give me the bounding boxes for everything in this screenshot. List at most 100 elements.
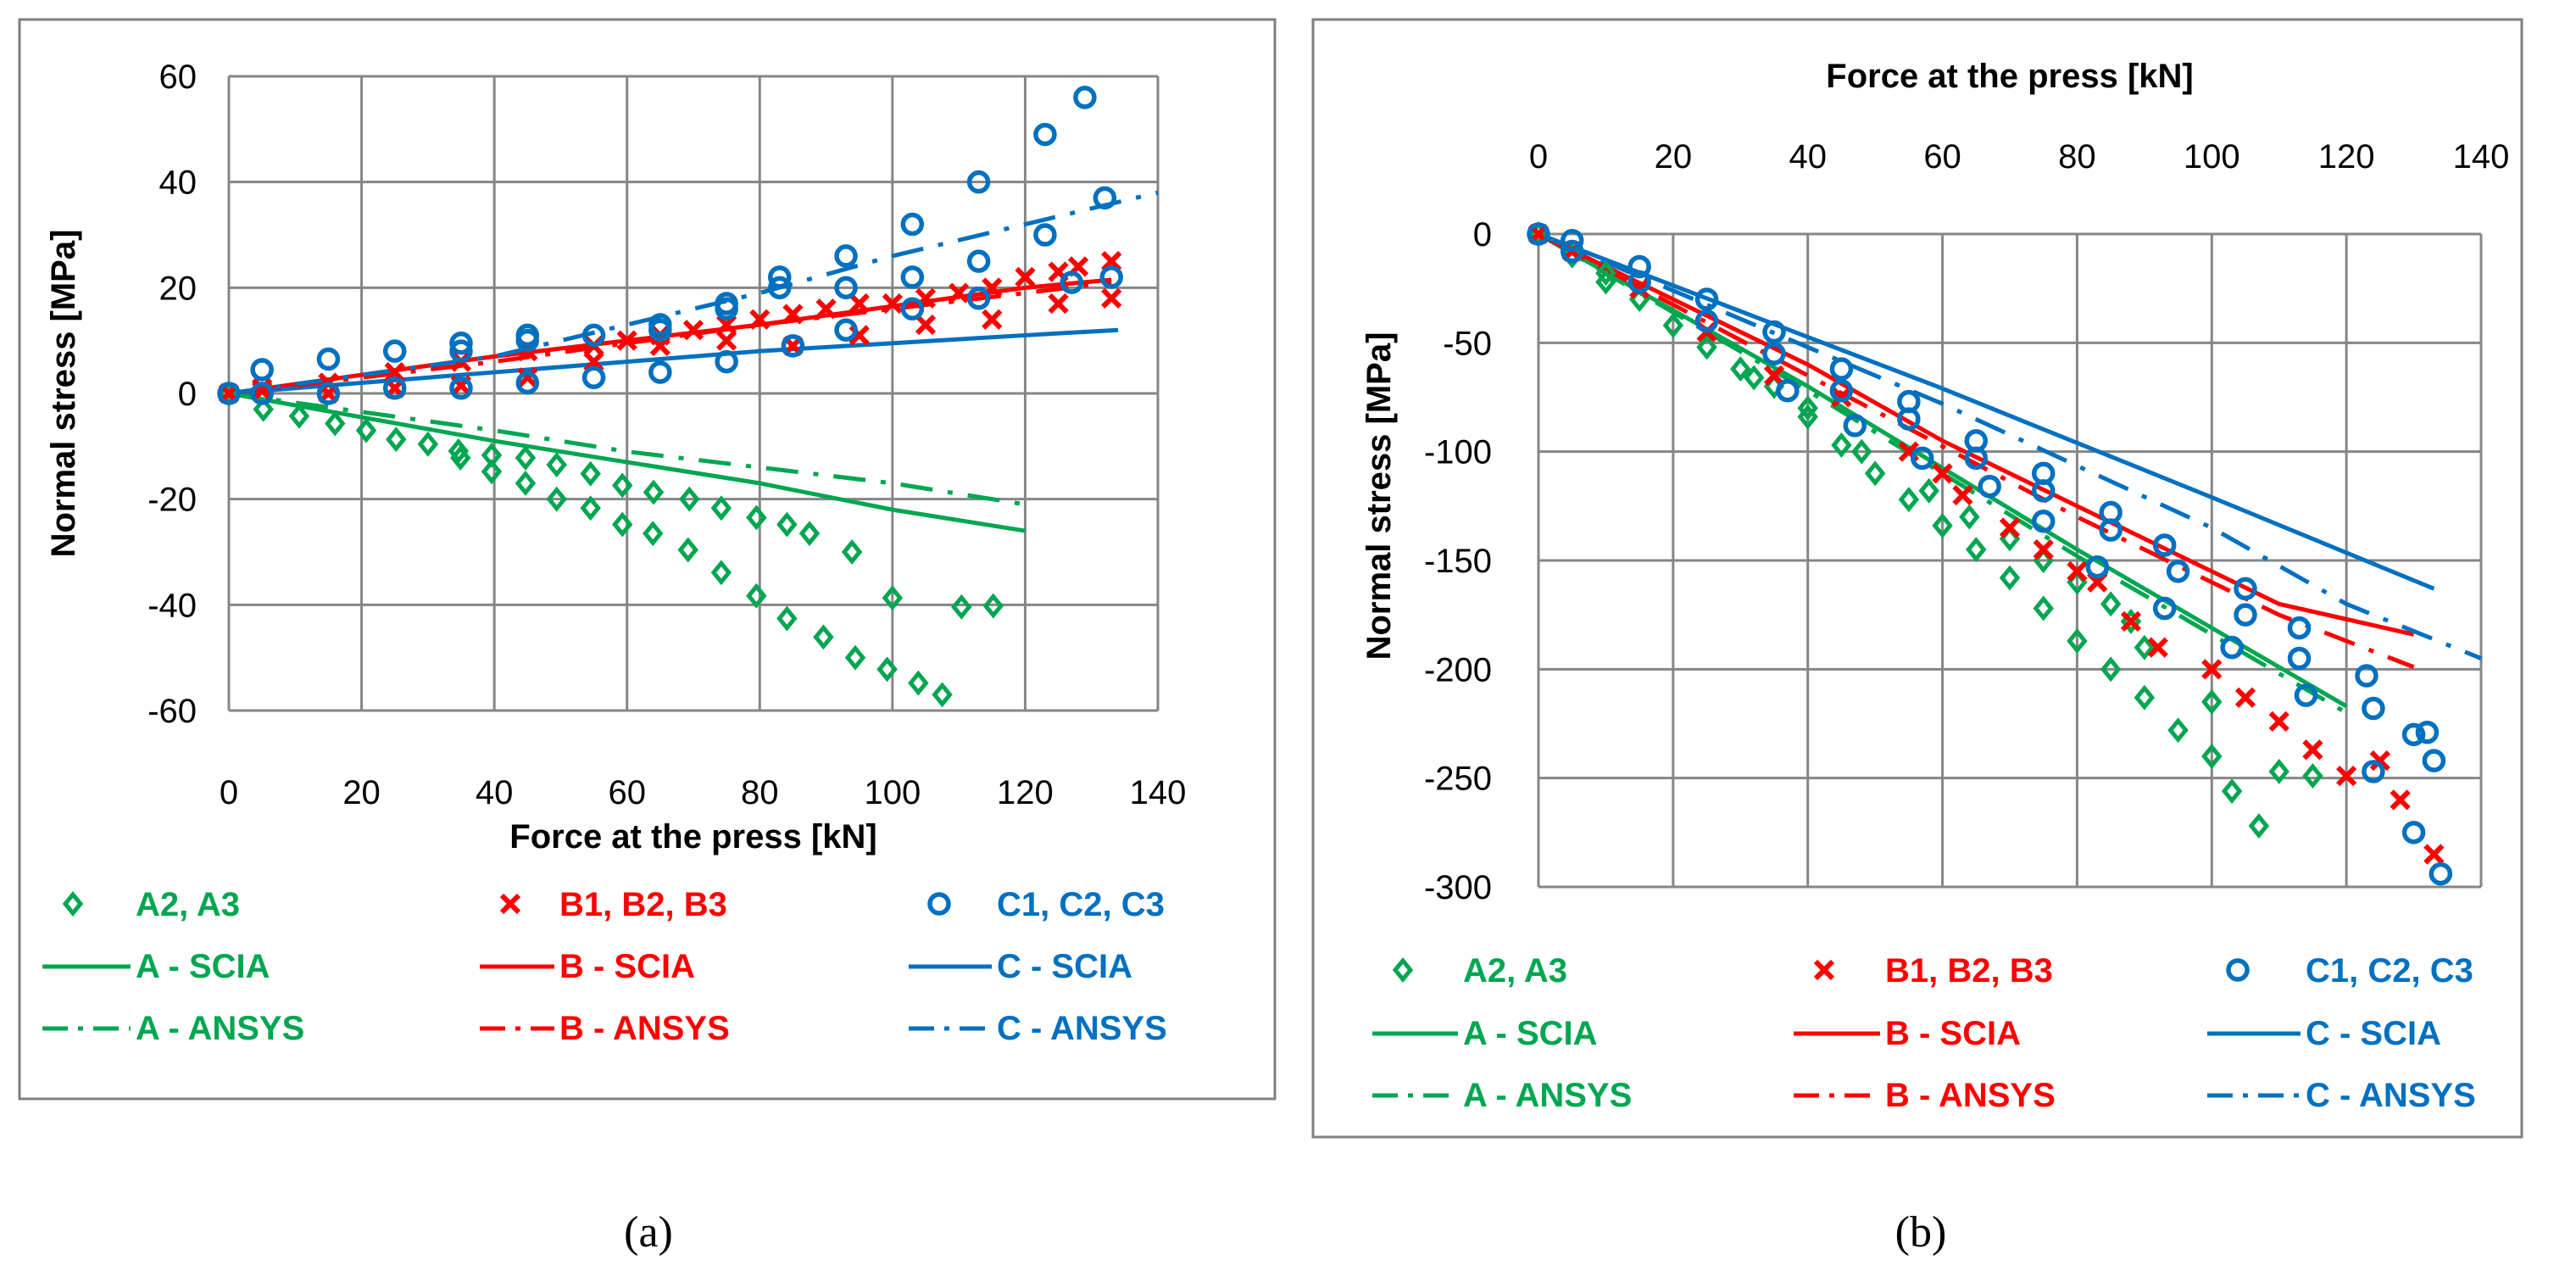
data-point — [798, 521, 821, 547]
legend-marker-cross — [499, 893, 521, 915]
data-point — [612, 511, 633, 538]
data-point — [710, 495, 732, 521]
data-point — [616, 330, 637, 351]
x-tick-label: 80 — [2058, 138, 2096, 176]
legend-label: C1, C2, C3 — [2306, 952, 2473, 989]
y-tick-label: 0 — [1473, 216, 1492, 254]
data-point — [882, 585, 904, 611]
data-point — [1696, 334, 1717, 360]
data-point — [715, 297, 738, 321]
legend-item: B - ANSYS — [480, 1010, 730, 1047]
data-point — [834, 244, 858, 268]
data-point — [1099, 265, 1123, 289]
data-point — [252, 377, 273, 399]
data-point — [2152, 533, 2177, 557]
data-point — [382, 339, 407, 363]
data-point — [982, 309, 1003, 330]
legend-item: C - SCIA — [909, 948, 1132, 985]
data-point — [1952, 484, 1973, 506]
series-c-scia — [228, 327, 1119, 396]
y-tick-label: -250 — [1424, 761, 1492, 798]
data-point — [2031, 510, 2056, 533]
series-line — [228, 190, 1159, 396]
data-point — [417, 431, 439, 457]
data-point — [2134, 634, 2156, 661]
legend-item: A - SCIA — [42, 948, 270, 985]
data-point — [2100, 591, 2122, 617]
data-point — [900, 265, 925, 289]
y-axis-title: Normal stress [MPa] — [1360, 332, 1398, 661]
series-b-scia — [228, 277, 1112, 396]
data-point — [882, 293, 903, 315]
legend-marker-diamond — [1392, 957, 1414, 983]
legend-label: B - ANSYS — [1885, 1077, 2056, 1114]
data-point — [1999, 517, 2021, 538]
data-point — [2201, 659, 2223, 680]
series-a-ansys — [228, 391, 1026, 507]
legend-item: C - ANSYS — [2207, 1077, 2476, 1114]
data-point — [2355, 664, 2378, 688]
series-a-scia — [228, 391, 1026, 533]
legend-item: A2, A3 — [1392, 952, 1567, 989]
data-point — [386, 426, 407, 453]
data-point — [1999, 565, 2021, 591]
data-point — [841, 539, 863, 565]
data-point — [481, 459, 503, 485]
series-c-ansys — [1538, 231, 2482, 661]
data-point — [2031, 479, 2056, 503]
x-tick-label: 120 — [2318, 138, 2375, 176]
data-point — [982, 593, 1004, 619]
data-point — [782, 304, 804, 325]
data-point — [2234, 687, 2256, 708]
data-point — [2268, 759, 2289, 784]
data-point — [1060, 270, 1083, 294]
series-c1-c2-c3 — [217, 86, 1123, 405]
legend-item: A - SCIA — [1372, 1015, 1598, 1052]
x-tick-label: 80 — [741, 774, 779, 811]
data-point — [2067, 560, 2088, 582]
data-point — [2100, 656, 2122, 683]
data-point — [2362, 696, 2385, 721]
data-point — [2220, 635, 2244, 660]
data-point — [844, 644, 866, 671]
series-line — [1537, 231, 2415, 637]
data-point — [2287, 616, 2312, 640]
data-point — [316, 382, 341, 405]
data-point — [716, 330, 737, 351]
data-point — [316, 347, 341, 371]
data-point — [643, 479, 665, 505]
legend-label: A2, A3 — [136, 886, 240, 923]
panel-caption: (b) — [1895, 1208, 1947, 1257]
data-point — [776, 511, 798, 538]
data-point — [776, 605, 798, 632]
legend-label: A2, A3 — [1463, 952, 1567, 989]
data-point — [1918, 477, 1939, 504]
data-point — [1629, 278, 1650, 299]
data-point — [2248, 813, 2270, 839]
legend-item: A2, A3 — [62, 886, 240, 923]
data-point — [546, 486, 567, 512]
data-point — [1627, 270, 1651, 294]
legend-item: B1, B2, B3 — [499, 886, 727, 923]
data-point — [515, 371, 540, 395]
data-point — [1829, 379, 1854, 403]
data-point — [2294, 683, 2318, 707]
data-point — [966, 287, 991, 310]
data-point — [1932, 463, 1953, 484]
x-tick-label: 100 — [864, 774, 921, 811]
data-point — [2120, 610, 2142, 632]
data-point — [848, 293, 870, 315]
data-point — [1015, 266, 1036, 287]
data-point — [250, 382, 274, 405]
data-point — [1743, 365, 1765, 391]
data-point — [1033, 122, 1057, 147]
data-point — [1694, 309, 1719, 333]
data-point — [1851, 438, 1872, 465]
data-point — [217, 382, 241, 405]
legend-marker-circle — [2226, 958, 2250, 982]
data-point — [749, 309, 771, 330]
data-point — [746, 504, 767, 531]
legend-marker-circle — [927, 892, 951, 916]
data-point — [813, 624, 834, 650]
legend-label: A - ANSYS — [136, 1010, 304, 1047]
